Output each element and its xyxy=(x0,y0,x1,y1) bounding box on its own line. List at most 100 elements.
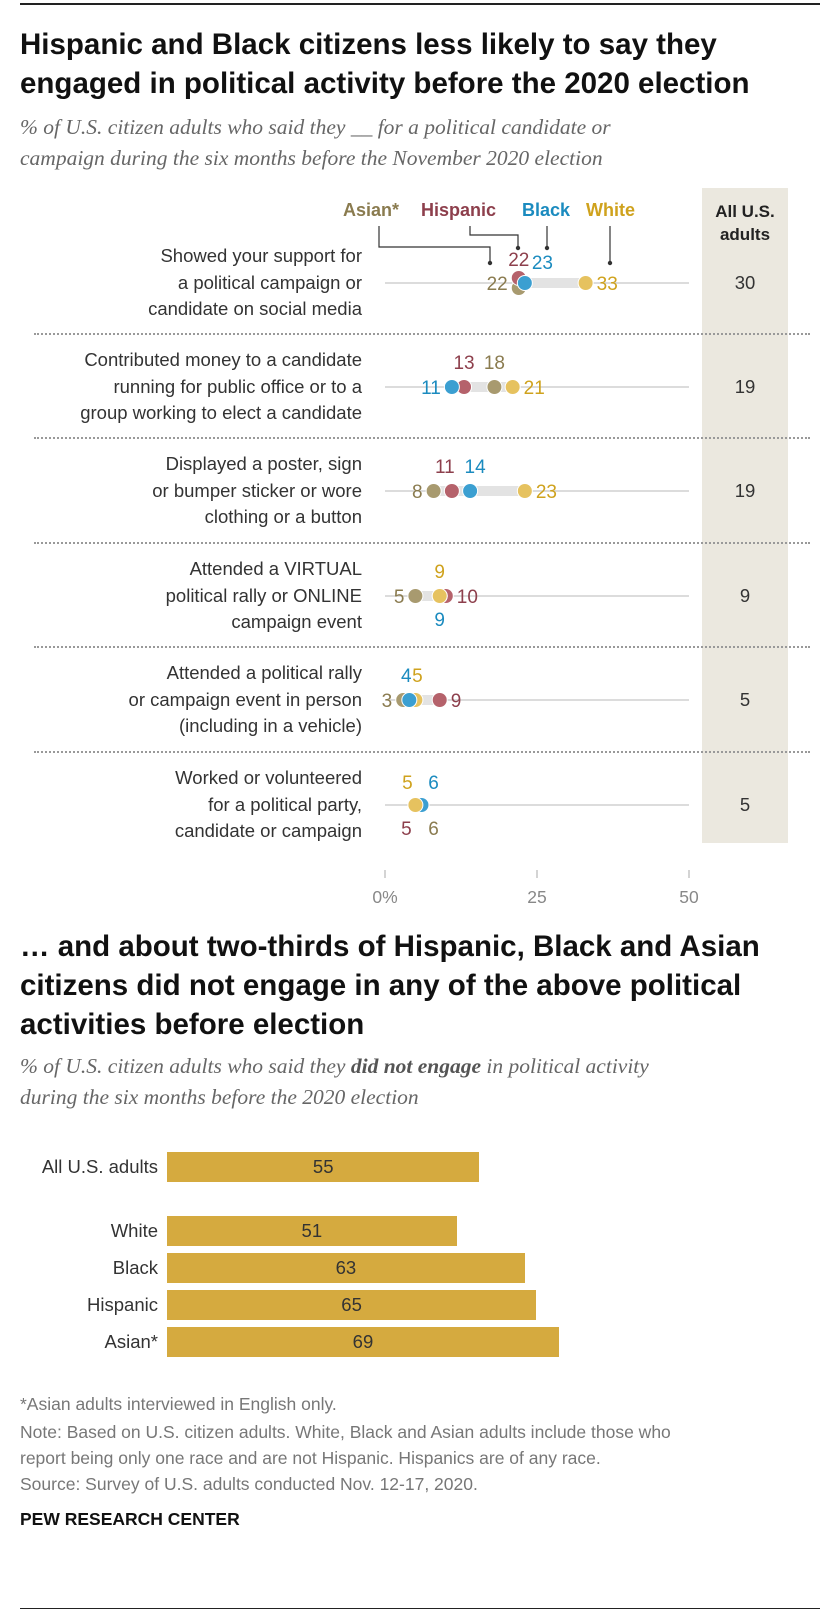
row-label: Worked or volunteered for a political par… xyxy=(20,765,362,845)
chart2-subtitle-pre: % of U.S. citizen adults who said they xyxy=(20,1054,351,1078)
dot-row: 13 18 11 21 xyxy=(385,353,689,399)
value-label-white: 5 xyxy=(412,666,423,687)
legend-black: Black xyxy=(522,200,571,220)
bar-value-label: 69 xyxy=(352,1331,374,1352)
chart1-title: Hispanic and Black citizens less likely … xyxy=(20,25,750,103)
row-label-line: candidate on social media xyxy=(148,298,362,319)
value-label-white: 5 xyxy=(402,773,413,794)
all-adults-value: 5 xyxy=(739,689,751,710)
chart2-title-line2: citizens did not engage in any of the ab… xyxy=(20,969,742,1002)
dot-black xyxy=(443,379,460,395)
value-label-asian: 8 xyxy=(412,482,423,503)
bar-category-label: Black xyxy=(112,1257,158,1278)
note-line2: report being only one race and are not H… xyxy=(20,1448,601,1468)
row-label-line: candidate or campaign xyxy=(174,820,362,841)
value-label-black: 4 xyxy=(401,666,412,687)
dot-white xyxy=(431,588,448,604)
chart2-subtitle-bold: did not engage xyxy=(350,1054,482,1078)
dot-white xyxy=(407,797,424,813)
leader-hispanic xyxy=(469,226,519,247)
row-label: Displayed a poster, sign or bumper sticke… xyxy=(20,451,362,531)
value-label-hispanic: 22 xyxy=(508,250,529,271)
dot-asian xyxy=(425,483,442,499)
dot-white xyxy=(504,379,521,395)
value-label-asian: 18 xyxy=(484,353,505,374)
row-label-line: Attended a VIRTUAL xyxy=(189,558,362,579)
row-label-line: Showed your support for xyxy=(160,245,362,266)
row-label-line: running for public office or to a xyxy=(113,375,362,397)
top-rule xyxy=(20,3,820,5)
chart2-title: … and about two-thirds of Hispanic, Blac… xyxy=(20,927,760,1044)
dot-black xyxy=(401,692,418,708)
dot-row: 5 65 6 xyxy=(385,773,689,840)
row-label: Showed your support for a political campa… xyxy=(20,243,362,323)
bar-value-label: 51 xyxy=(301,1220,323,1241)
row-label-line: political rally or ONLINE xyxy=(165,584,362,606)
value-label-black: 11 xyxy=(421,378,441,399)
row-label-line: Attended a political rally xyxy=(166,662,362,683)
value-label-hispanic: 11 xyxy=(435,457,455,478)
row-label: Attended a political rally or campaign ev… xyxy=(20,660,362,740)
bottom-rule xyxy=(20,1608,820,1609)
dot-asian xyxy=(407,588,424,604)
all-adults-header-line1: All U.S. xyxy=(715,202,775,221)
dot-white xyxy=(577,275,594,291)
chart2-title-line3: activities before election xyxy=(20,1008,365,1041)
value-label-white: 9 xyxy=(434,562,445,583)
range-band xyxy=(433,486,525,496)
row-label-line: group working to elect a candidate xyxy=(80,402,362,423)
dot-asian xyxy=(486,379,503,395)
all-adults-column-bg xyxy=(702,188,788,843)
row-label-line: or campaign event in person xyxy=(128,688,362,710)
all-adults-value: 5 xyxy=(739,794,751,815)
leader-hispanic-end xyxy=(515,245,521,251)
bar xyxy=(167,1327,559,1357)
row-label-line: campaign event xyxy=(231,611,362,632)
row-separator xyxy=(34,437,810,439)
bar-value-label: 65 xyxy=(341,1294,362,1315)
value-label-hispanic: 5 xyxy=(401,819,412,840)
chart2-title-line1: … and about two-thirds of Hispanic, Blac… xyxy=(20,930,760,963)
value-label-asian: 5 xyxy=(394,587,405,608)
dot-hispanic xyxy=(431,692,448,708)
value-label-black: 14 xyxy=(465,457,487,478)
dot-black xyxy=(462,483,479,499)
source-line: Source: Survey of U.S. adults conducted … xyxy=(20,1474,478,1494)
value-label-black: 9 xyxy=(434,610,445,631)
x-tick-label: 50 xyxy=(679,887,699,907)
value-label-hispanic: 13 xyxy=(453,353,474,374)
x-tick-label: 0% xyxy=(372,887,397,907)
all-adults-header-line2: adults xyxy=(719,225,771,244)
value-label-white: 33 xyxy=(597,274,618,295)
bar xyxy=(167,1216,457,1246)
row-label-line: or bumper sticker or wore xyxy=(152,479,362,501)
range-band xyxy=(451,382,513,392)
chart1-subtitle-line1: % of U.S. citizen adults who said they _… xyxy=(20,115,611,139)
leader-asian-end xyxy=(487,260,493,266)
row-label-line: Displayed a poster, sign xyxy=(165,453,362,474)
bar xyxy=(167,1253,525,1283)
bar-value-label: 55 xyxy=(312,1156,334,1177)
bar-category-label: All U.S. adults xyxy=(41,1156,158,1177)
value-label-asian: 6 xyxy=(428,819,439,840)
dot-white xyxy=(516,483,533,499)
legend-asian: Asian* xyxy=(343,200,400,220)
bar xyxy=(167,1290,537,1320)
bar-category-label: Asian* xyxy=(104,1331,158,1352)
dot-black xyxy=(516,275,533,291)
leader-black-end xyxy=(544,245,550,251)
row-separator xyxy=(34,333,810,335)
row-separator xyxy=(34,542,810,544)
row-label-line: clothing or a button xyxy=(204,506,362,527)
all-adults-value: 19 xyxy=(734,376,756,397)
all-adults-value: 30 xyxy=(734,272,756,293)
value-label-hispanic: 9 xyxy=(451,691,462,712)
bar-value-label: 63 xyxy=(335,1257,357,1278)
row-label-line: Worked or volunteered xyxy=(175,767,362,788)
bar-category-label: White xyxy=(110,1220,158,1241)
row-separator xyxy=(34,646,810,648)
legend-hispanic: Hispanic xyxy=(421,200,497,220)
dot-hispanic xyxy=(443,483,460,499)
value-label-white: 23 xyxy=(536,482,557,503)
